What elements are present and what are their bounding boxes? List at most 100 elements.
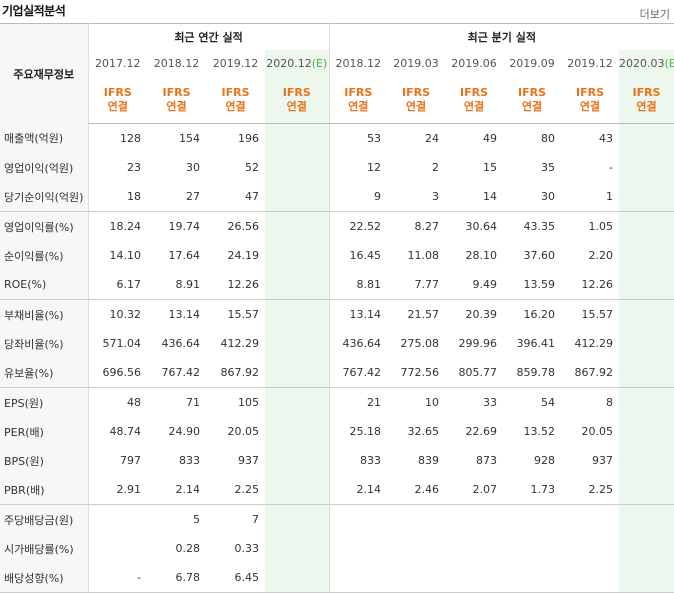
ifrs-label: IFRS — [162, 86, 191, 99]
table-cell — [265, 504, 330, 534]
table-cell: 20.05 — [581, 425, 614, 438]
period-header: 2020.12(E) — [265, 50, 330, 77]
estimate-suffix: (E) — [311, 57, 328, 70]
table-cell: 8.27 — [414, 220, 440, 233]
table-cell: 839 — [418, 454, 440, 467]
table-cell: 25.18 — [349, 425, 382, 438]
table-cell: 43 — [599, 132, 614, 145]
table-cell — [265, 299, 330, 329]
row-label: 영업이익률(%) — [0, 211, 89, 241]
row-label: PBR(배) — [0, 475, 89, 505]
table-cell: 1 — [561, 182, 620, 212]
ifrs-label: IFRS — [518, 86, 547, 99]
table-cell: 48 — [127, 396, 141, 409]
table-cell — [265, 270, 330, 300]
table-cell: 24.19 — [227, 249, 260, 262]
table-cell — [265, 446, 330, 475]
period-label: 2017.12 — [95, 57, 141, 70]
table-row: PER(배) 48.74 24.90 20.05 25.18 32.65 22.69 13.5… — [0, 417, 674, 446]
table-cell: 1.73 — [503, 475, 562, 505]
consolidated-label: 연결 — [286, 100, 307, 113]
table-cell: 2.14 — [329, 475, 388, 505]
period-header: 2018.12 — [329, 50, 387, 77]
annual-header: 최근 연간 실적 — [88, 23, 330, 50]
table-cell — [88, 534, 147, 563]
table-cell: 32.65 — [407, 425, 440, 438]
table-row: 당기순이익(억원) 18 27 47 9 3 14 30 1 — [0, 182, 674, 212]
table-cell: 2.07 — [445, 475, 504, 505]
row-label: BPS(원) — [0, 446, 89, 475]
period-label: 2019.09 — [509, 57, 555, 70]
table-cell: 571.04 — [102, 337, 142, 350]
table-cell — [329, 505, 387, 535]
table-row: EPS(원) 48 71 105 21 10 33 54 8 — [0, 387, 674, 417]
table-cell: 20.05 — [227, 425, 260, 438]
table-cell: 18 — [88, 182, 147, 212]
table-cell: 396.41 — [516, 337, 556, 350]
period-header: 2019.06 — [445, 50, 503, 77]
ifrs-header: IFRS 연결 — [561, 77, 620, 124]
table-cell: 9 — [329, 182, 388, 212]
consolidated-label: 연결 — [166, 100, 187, 113]
table-cell: 105 — [238, 396, 259, 409]
table-cell — [619, 241, 674, 270]
period-header: 2019.03 — [387, 50, 445, 77]
table-cell — [265, 329, 330, 358]
table-cell: 767.42 — [147, 358, 206, 388]
table-cell: 19.74 — [168, 220, 201, 233]
table-cell — [265, 241, 330, 270]
table-row: 영업이익률(%) 18.24 19.74 26.56 22.52 8.27 30.64 43.… — [0, 211, 674, 241]
table-cell — [387, 563, 446, 593]
consolidated-label: 연결 — [107, 100, 128, 113]
table-cell: 6.78 — [147, 563, 206, 593]
table-cell: 22.69 — [465, 425, 498, 438]
quarter-header: 최근 분기 실적 — [467, 31, 536, 44]
main-info-label: 주요재무정보 — [13, 67, 75, 81]
table-cell: 48.74 — [109, 425, 142, 438]
table-cell: 80 — [541, 132, 556, 145]
ifrs-label: IFRS — [282, 86, 311, 99]
table-cell: 10.32 — [109, 308, 142, 321]
table-cell: 20.39 — [465, 308, 498, 321]
table-cell: 2.46 — [387, 475, 446, 505]
period-label: 2020.03 — [619, 57, 665, 70]
table-cell — [265, 358, 330, 388]
more-link[interactable]: 더보기 — [639, 8, 670, 21]
table-cell: 22.52 — [349, 220, 382, 233]
table-cell — [445, 505, 503, 535]
table-cell: 14 — [445, 182, 504, 212]
table-cell — [619, 446, 674, 475]
table-cell: 12 — [367, 161, 382, 174]
period-label: 2020.12 — [266, 57, 312, 70]
table-cell: - — [88, 563, 147, 593]
table-cell — [387, 534, 445, 563]
table-cell: - — [609, 161, 614, 174]
table-cell — [265, 123, 330, 153]
table-cell: 21 — [367, 396, 382, 409]
table-row: 영업이익(억원) 23 30 52 12 2 15 35 - — [0, 153, 674, 182]
table-cell: 128 — [120, 132, 141, 145]
table-cell — [503, 563, 562, 593]
table-cell — [265, 534, 330, 563]
table-row: 매출액(억원) 128 154 196 53 24 49 80 43 — [0, 123, 674, 153]
row-label: PER(배) — [0, 417, 89, 446]
ifrs-label: IFRS — [103, 86, 132, 99]
table-cell: 867.92 — [206, 358, 265, 388]
table-cell: 35 — [541, 161, 556, 174]
table-cell — [619, 211, 674, 241]
consolidated-label: 연결 — [579, 100, 601, 113]
table-cell: 867.92 — [561, 358, 620, 388]
period-label: 2019.03 — [393, 57, 439, 70]
table-cell — [265, 387, 330, 417]
period-header: 2017.12 — [88, 50, 147, 77]
table-cell — [329, 534, 387, 563]
table-cell: 10 — [425, 396, 440, 409]
financial-table: 주요재무정보 최근 연간 실적 최근 분기 실적 2017.12 2018.12 2… — [0, 23, 674, 593]
ifrs-header: IFRS 연결 — [88, 77, 147, 124]
table-cell: 2.91 — [88, 475, 147, 505]
table-cell: 37.60 — [523, 249, 556, 262]
row-label: 유보율(%) — [0, 358, 89, 388]
consolidated-label: 연결 — [405, 100, 427, 113]
table-cell: 928 — [534, 454, 556, 467]
ifrs-label: IFRS — [576, 86, 605, 99]
